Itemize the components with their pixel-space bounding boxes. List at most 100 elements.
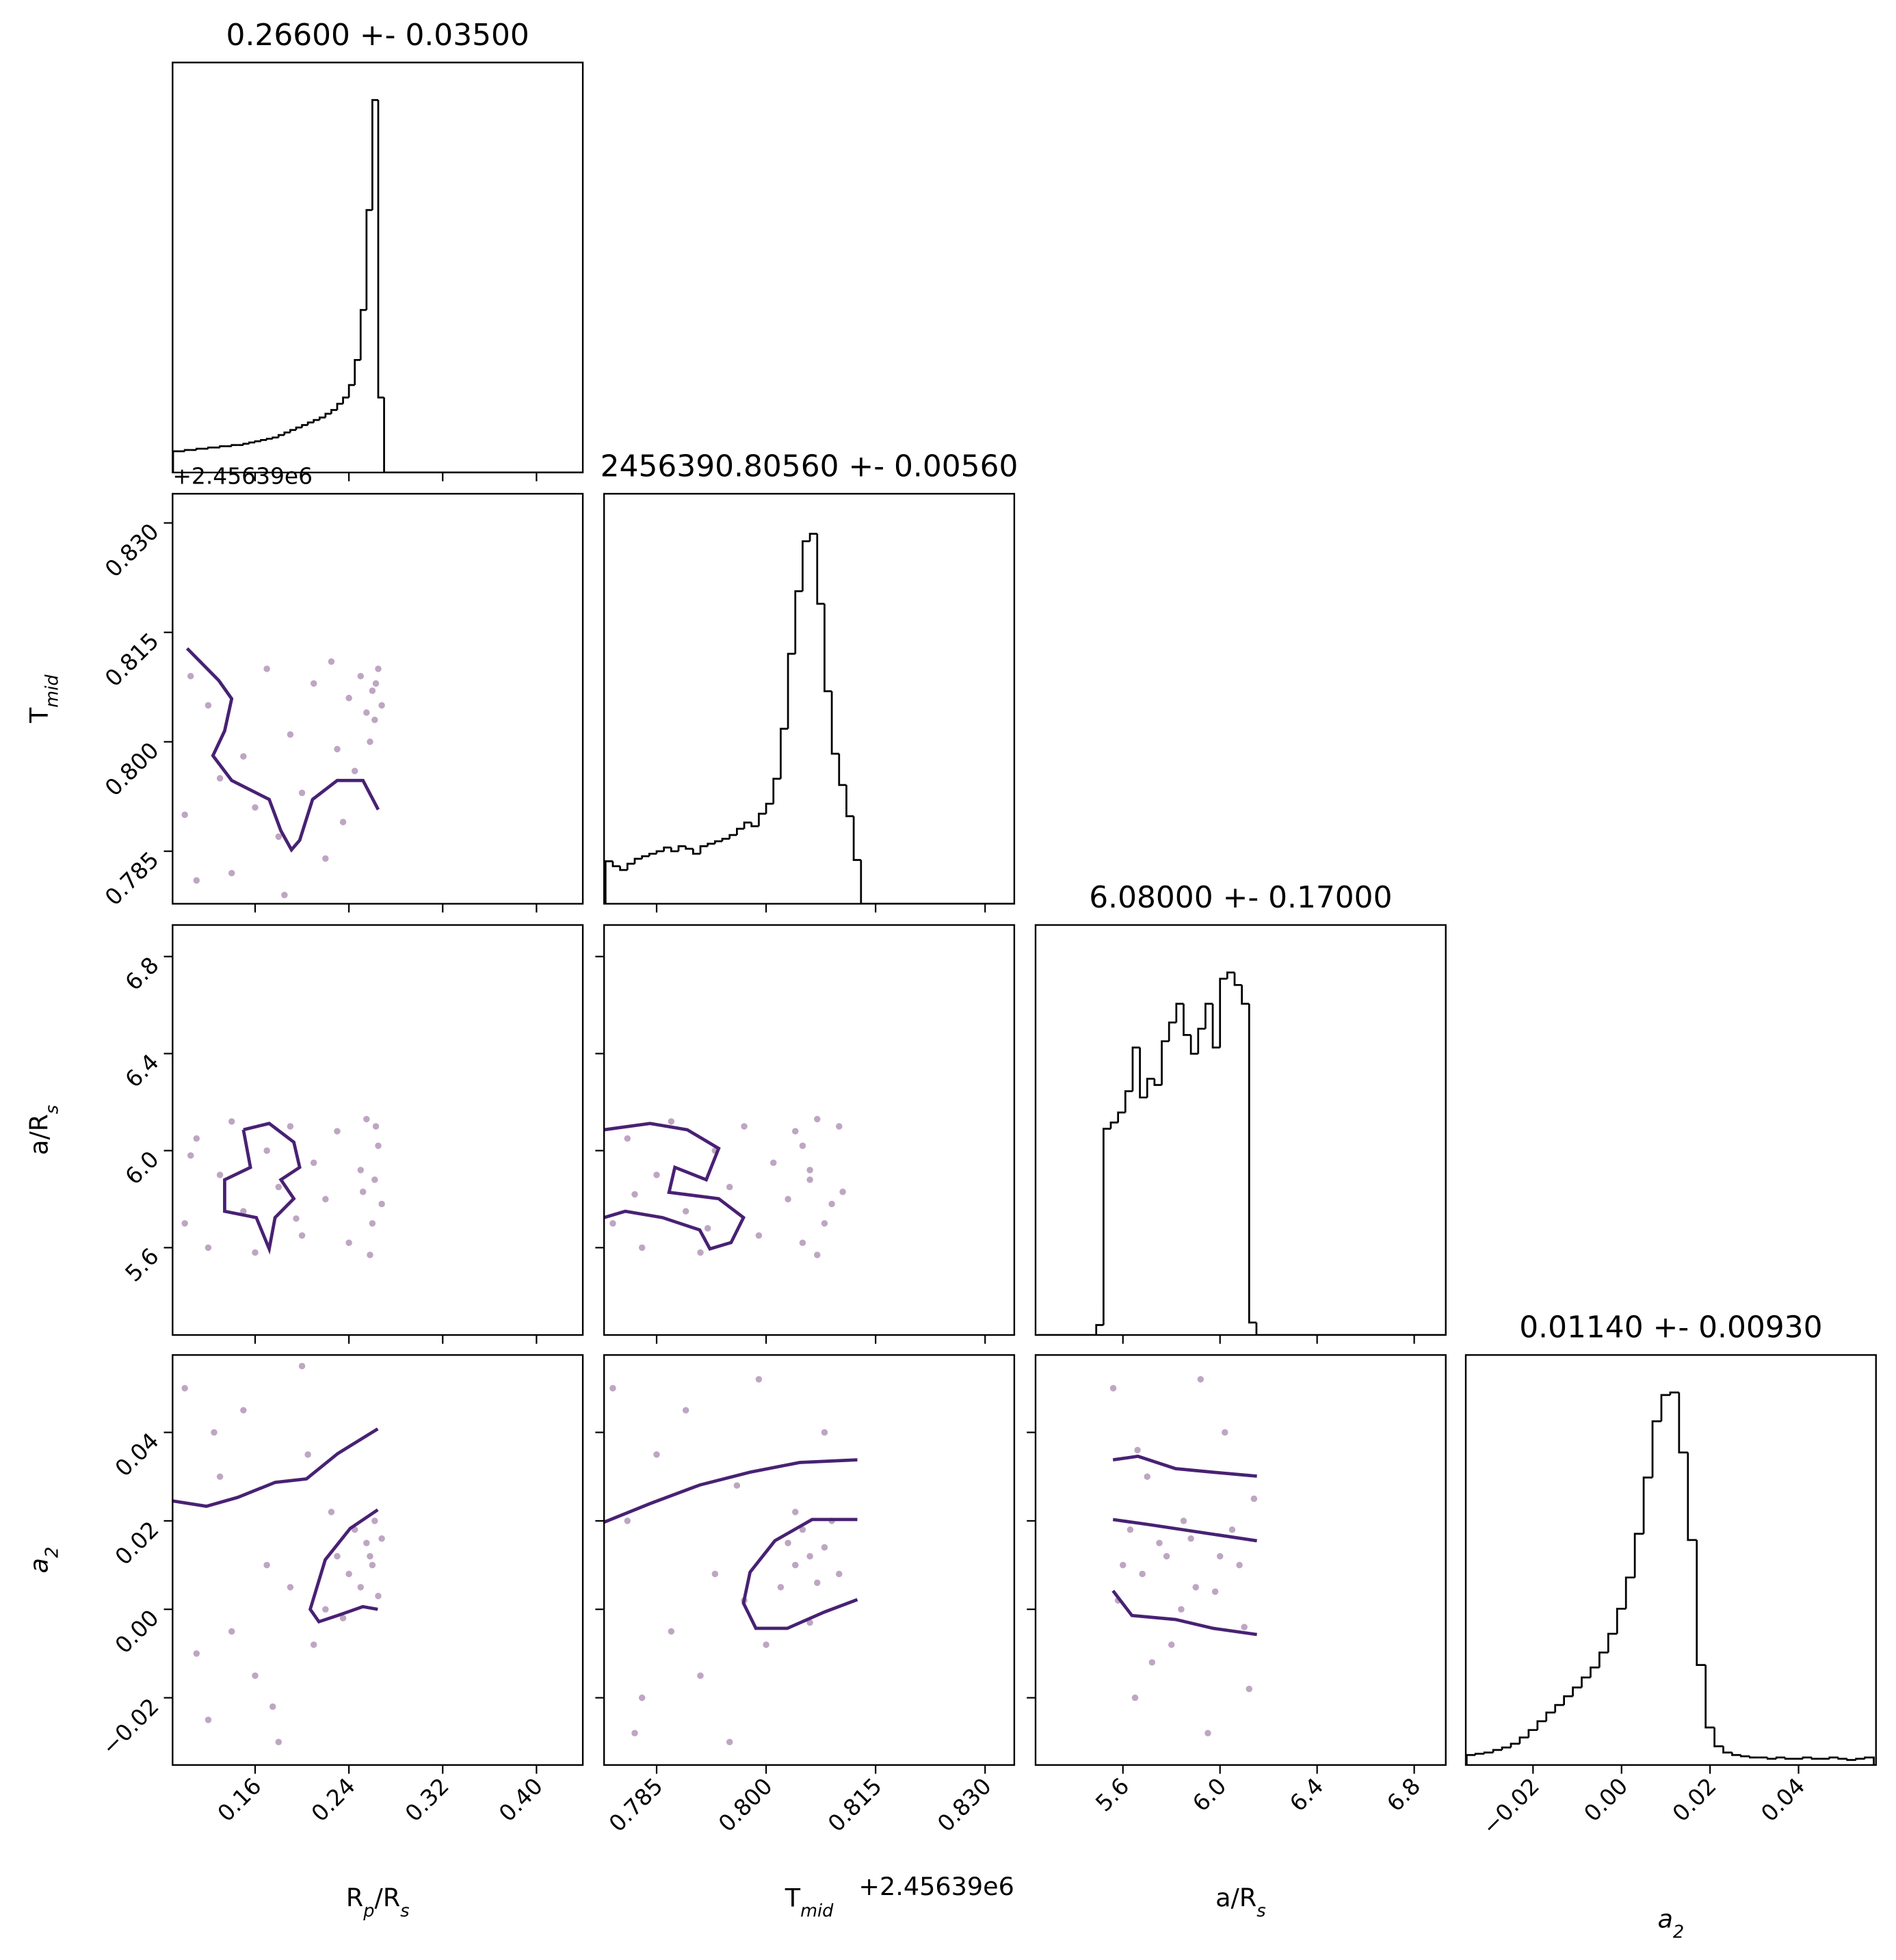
- panel-frame: [603, 1354, 1016, 1766]
- hist-step: [1598, 1651, 1609, 1668]
- y-tick-label: 0.785: [100, 846, 164, 910]
- label-part: /R: [375, 1883, 401, 1912]
- sample-point: [193, 1135, 200, 1142]
- hist-step: [1590, 1666, 1600, 1678]
- hist-step: [1131, 1046, 1140, 1091]
- sample-point: [1131, 1694, 1139, 1701]
- x-offset: +2.45639e6: [858, 1872, 1014, 1901]
- hist-step: [1740, 1755, 1750, 1758]
- sample-point: [298, 789, 306, 797]
- hist-step: [371, 98, 378, 211]
- hist-step: [1501, 1746, 1511, 1750]
- hist-step: [1161, 1040, 1170, 1085]
- hist-step: [1189, 1035, 1198, 1055]
- contour: [185, 647, 380, 853]
- sample-point: [1216, 1552, 1224, 1560]
- x-tick-label: −0.02: [1477, 1773, 1544, 1840]
- hist-step: [1678, 1392, 1688, 1454]
- sample-point: [821, 1429, 828, 1436]
- label-part: 2: [42, 1547, 62, 1558]
- sample-point: [1134, 1446, 1141, 1454]
- label-part: a: [1658, 1904, 1673, 1933]
- hist-step: [1607, 1632, 1618, 1653]
- hist-step: [1183, 1003, 1191, 1036]
- contour: [741, 1518, 858, 1630]
- hist-step: [383, 397, 391, 473]
- sample-point: [372, 1123, 380, 1130]
- hist-step: [1846, 1758, 1856, 1761]
- hist-step: [1197, 1027, 1206, 1054]
- hist-step: [207, 446, 215, 449]
- panel-frame: [603, 924, 1016, 1336]
- hist-step: [1633, 1533, 1644, 1578]
- sample-point: [240, 1407, 247, 1414]
- label-part: s: [42, 1105, 62, 1114]
- x-tick-label: 6.0: [1187, 1773, 1232, 1817]
- hist-step: [1527, 1729, 1538, 1738]
- sample-point: [367, 738, 373, 745]
- sample-point: [369, 1561, 376, 1569]
- sample-point: [733, 1482, 741, 1489]
- y-axis-label: Tmid: [24, 674, 62, 724]
- sample-point: [293, 1215, 300, 1222]
- panel-content: [181, 647, 385, 899]
- sample-point: [799, 1239, 806, 1247]
- hist-step: [1117, 1111, 1126, 1123]
- sample-point: [369, 687, 376, 694]
- hist-step: [1492, 1749, 1503, 1753]
- y-tick-label: 0.00: [109, 1604, 163, 1658]
- sample-point: [624, 1518, 631, 1524]
- hist-step: [289, 429, 296, 433]
- hist-step: [772, 778, 781, 804]
- hist-step: [330, 409, 337, 414]
- hist-step: [347, 384, 355, 398]
- hist-step: [1581, 1676, 1591, 1688]
- y-axis-label: a/Rs: [24, 1105, 62, 1155]
- hist-step: [1124, 1090, 1133, 1113]
- sample-point: [345, 1239, 352, 1247]
- sample-point: [755, 1232, 763, 1239]
- sample-point: [371, 1518, 378, 1524]
- hist-step: [780, 728, 789, 779]
- hist-step: [845, 784, 854, 817]
- panel-content: [1465, 1391, 1875, 1765]
- sample-point: [269, 1703, 276, 1710]
- hist-step: [750, 822, 759, 827]
- hist-step: [721, 838, 730, 842]
- sample-point: [806, 1619, 813, 1626]
- sample-point: [799, 1526, 806, 1533]
- y-offset: +2.45639e6: [172, 462, 313, 489]
- label-part: a/R: [1215, 1883, 1256, 1912]
- contour: [1112, 1518, 1257, 1543]
- sample-point: [1156, 1539, 1163, 1546]
- sample-point: [711, 1570, 719, 1578]
- sample-point: [275, 1183, 282, 1191]
- y-tick-label: 0.04: [109, 1427, 163, 1481]
- hist-step: [365, 209, 373, 310]
- hist-step: [1651, 1420, 1661, 1478]
- sample-point: [821, 1544, 828, 1551]
- hist-step: [1563, 1695, 1573, 1706]
- sample-point: [193, 1650, 200, 1657]
- hist-step: [1554, 1704, 1564, 1713]
- hist-step: [1255, 1322, 1264, 1336]
- panel-title: 2456390.80560 +- 0.00560: [601, 449, 1018, 484]
- panel-title: 0.26600 +- 0.03500: [226, 18, 529, 53]
- sample-point: [814, 1252, 821, 1258]
- sample-point: [216, 775, 224, 782]
- hist-step: [838, 754, 847, 786]
- hist-step: [670, 847, 679, 853]
- hist-step: [1572, 1686, 1582, 1697]
- hist-step: [1722, 1746, 1733, 1753]
- hist-step: [195, 447, 202, 451]
- sample-point: [814, 1115, 821, 1123]
- x-tick-label: 0.16: [212, 1773, 266, 1827]
- label-part: a/R: [24, 1114, 53, 1155]
- hist-step: [324, 412, 332, 418]
- sample-point: [1192, 1584, 1199, 1591]
- sample-point: [682, 1208, 689, 1215]
- hist-step: [1536, 1720, 1546, 1730]
- x-tick-label: 0.800: [713, 1773, 778, 1837]
- x-tick-label: 0.02: [1667, 1773, 1721, 1827]
- sample-point: [799, 1142, 806, 1150]
